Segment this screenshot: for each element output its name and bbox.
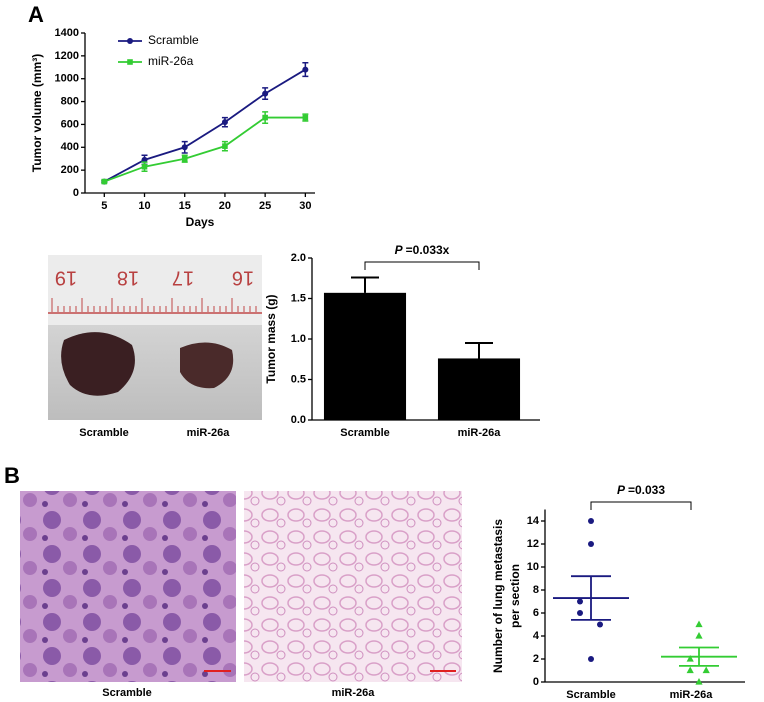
error-bar	[351, 276, 379, 293]
marker	[302, 66, 309, 73]
y-tick-label: 800	[61, 95, 79, 107]
marker	[302, 114, 309, 121]
y-tick-label: 1.0	[291, 333, 306, 345]
legend-marker	[127, 38, 133, 44]
photo-caption: miR-26a	[187, 427, 231, 439]
photo-caption: miR-26a	[332, 687, 376, 699]
y-tick-label: 14	[527, 515, 540, 527]
marker	[695, 678, 703, 685]
ruler-label: 16	[232, 267, 254, 289]
x-axis-label: Days	[186, 215, 215, 229]
marker	[695, 632, 703, 639]
ruler-label: 17	[172, 267, 194, 289]
y-tick-label: 0.0	[291, 414, 306, 426]
significance-bracket	[590, 501, 692, 510]
marker	[221, 119, 228, 126]
marker	[262, 90, 269, 97]
panel-label: B	[4, 463, 20, 488]
marker	[141, 163, 148, 170]
line	[103, 116, 306, 183]
photo-caption: Scramble	[79, 427, 129, 439]
panel-label: A	[28, 2, 44, 27]
y-axis-label: Number of lung metastasis	[491, 519, 505, 673]
x-tick-label: Scramble	[566, 689, 616, 701]
marker	[141, 156, 148, 163]
y-tick-label: 1.5	[291, 292, 306, 304]
line	[103, 68, 306, 183]
marker	[577, 598, 583, 605]
marker	[181, 155, 188, 162]
histology-photo	[244, 491, 462, 682]
significance-bracket	[364, 261, 480, 270]
sem-bar	[571, 575, 611, 621]
p-value: =0.033x	[406, 243, 450, 257]
ruler-label: 18	[117, 267, 139, 289]
marker	[222, 143, 228, 149]
x-tick-label: 30	[299, 200, 311, 212]
tumor	[61, 332, 135, 396]
error-bar	[465, 342, 493, 359]
x-tick-label: Scramble	[340, 427, 390, 439]
marker	[262, 114, 268, 121]
y-axis-label: Tumor volume (mm³)	[30, 54, 44, 172]
marker	[686, 655, 694, 662]
x-tick-label: 10	[138, 200, 150, 212]
x-tick-label: 25	[259, 200, 271, 212]
p-symbol: P	[617, 483, 626, 497]
x-tick-label: miR-26a	[458, 427, 502, 439]
y-tick-label: 600	[61, 118, 79, 130]
chart: 0.0 0.5 1.0 1.5 2.0 Tumor mass (g) Scramble miR…	[264, 243, 540, 439]
x-tick-label: 20	[219, 200, 231, 212]
bar	[323, 292, 407, 420]
marker	[181, 144, 188, 151]
x-tick-label: 15	[179, 200, 191, 212]
marker	[588, 518, 594, 524]
y-tick-label: 6	[533, 607, 539, 619]
marker	[597, 621, 603, 628]
y-tick-label: 200	[61, 164, 79, 176]
marker	[577, 610, 583, 616]
sem-bar	[679, 646, 719, 667]
chart: 0 200 400 600 800 1000 1200 1400 Tumor volume (m…	[30, 27, 315, 229]
significance-label: P =0.033	[617, 483, 665, 497]
p-symbol: P	[395, 243, 404, 257]
tumor	[180, 342, 234, 389]
legend-label: miR-26a	[148, 54, 194, 68]
y-axis-label: per section	[508, 564, 522, 628]
significance-label: P =0.033x	[395, 243, 450, 257]
histology-photo	[20, 491, 236, 682]
y-tick-label: 0.5	[291, 373, 306, 385]
ruler-label: 19	[55, 267, 77, 289]
y-tick-label: 8	[533, 584, 539, 596]
y-tick-label: 2.0	[291, 252, 306, 264]
marker	[588, 656, 594, 662]
marker	[702, 666, 710, 674]
y-axis-label: Tumor mass (g)	[264, 294, 278, 383]
marker	[588, 541, 594, 547]
chart: 0 2 4 6 8 10 12 14 Number of lung metastasis per …	[491, 483, 745, 701]
marker	[695, 620, 703, 628]
y-tick-label: 10	[527, 561, 539, 573]
p-value: =0.033	[628, 483, 665, 497]
photo-caption: Scramble	[102, 687, 152, 699]
y-tick-label: 0	[533, 676, 539, 688]
ruler	[48, 255, 262, 325]
y-tick-label: 1200	[55, 50, 79, 62]
y-tick-label: 4	[533, 630, 540, 642]
marker	[101, 178, 108, 185]
y-tick-label: 400	[61, 141, 79, 153]
y-tick-label: 0	[73, 187, 79, 199]
bar	[437, 358, 521, 420]
marker	[686, 666, 694, 674]
ruler-ticks: 19 18 17 16	[48, 267, 262, 314]
y-tick-label: 12	[527, 538, 539, 550]
x-tick-label: miR-26a	[670, 689, 714, 701]
y-tick-label: 1400	[55, 27, 79, 39]
y-tick-label: 1000	[55, 73, 79, 85]
x-tick-label: 5	[101, 200, 107, 212]
y-tick-label: 2	[533, 653, 539, 665]
legend-marker	[127, 59, 133, 65]
legend-label: Scramble	[148, 33, 199, 47]
